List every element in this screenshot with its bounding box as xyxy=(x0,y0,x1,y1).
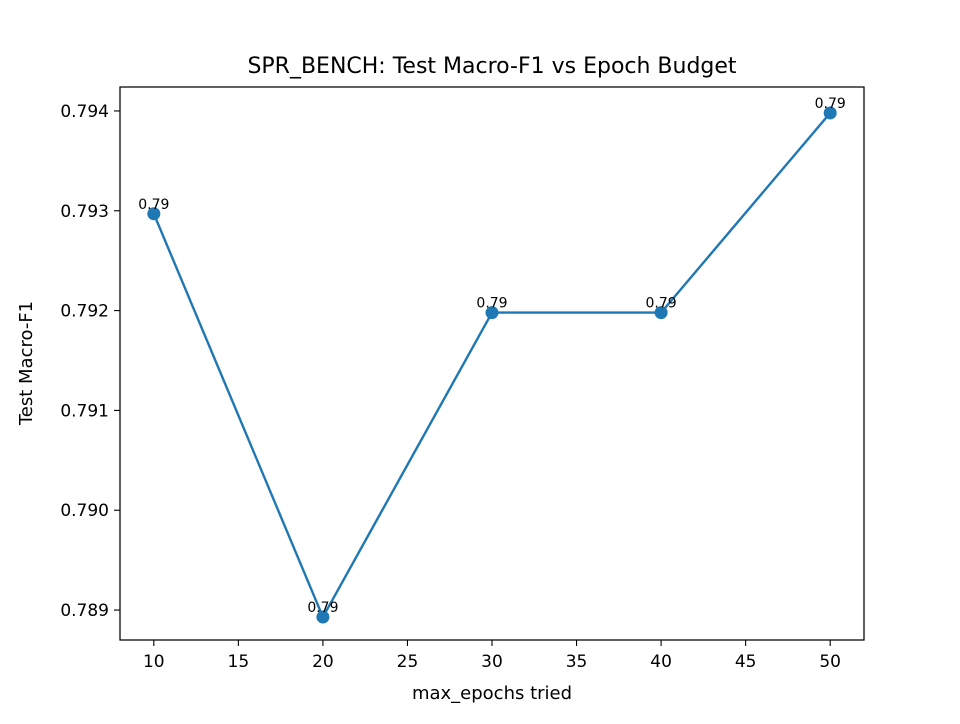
data-point-marker xyxy=(823,106,837,120)
y-tick-label: 0.789 xyxy=(60,601,109,621)
y-tick-label: 0.790 xyxy=(60,501,109,521)
data-point-label: 0.79 xyxy=(476,296,507,312)
y-tick-label: 0.792 xyxy=(60,302,109,322)
data-point-label: 0.79 xyxy=(307,600,338,616)
x-axis-ticks: 10 15 20 25 30 35 40 45 50 xyxy=(143,640,841,672)
y-tick-label: 0.793 xyxy=(60,202,109,222)
data-point-marker xyxy=(654,306,668,320)
x-tick-label: 35 xyxy=(566,652,588,672)
data-point-label: 0.79 xyxy=(815,96,846,112)
y-tick-label: 0.794 xyxy=(60,102,109,122)
data-point-marker xyxy=(147,207,161,221)
data-point-marker xyxy=(316,610,330,624)
data-point-label: 0.79 xyxy=(138,197,169,213)
y-axis-ticks: 0.789 0.790 0.791 0.792 0.793 0.794 xyxy=(60,102,120,621)
x-axis-label: max_epochs tried xyxy=(412,683,572,704)
data-point-label: 0.79 xyxy=(646,296,677,312)
x-tick-label: 20 xyxy=(312,652,334,672)
x-tick-label: 30 xyxy=(481,652,503,672)
y-axis-label: Test Macro-F1 xyxy=(16,301,37,426)
y-tick-label: 0.791 xyxy=(60,401,109,421)
x-tick-label: 50 xyxy=(819,652,841,672)
x-tick-label: 25 xyxy=(397,652,419,672)
x-tick-label: 10 xyxy=(143,652,165,672)
chart-title: SPR_BENCH: Test Macro-F1 vs Epoch Budget xyxy=(247,54,736,79)
x-tick-label: 40 xyxy=(650,652,672,672)
x-tick-label: 15 xyxy=(228,652,250,672)
x-tick-label: 45 xyxy=(735,652,757,672)
series-layer: 0.79 0.79 0.79 0.79 0.79 xyxy=(138,96,846,624)
data-point-marker xyxy=(485,306,499,320)
